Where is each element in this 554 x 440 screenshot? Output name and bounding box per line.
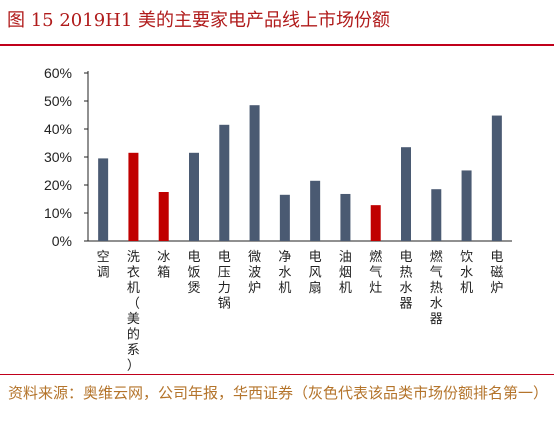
x-category-label: 燃气灶 — [369, 249, 382, 296]
bar — [461, 170, 472, 241]
x-category-label: 电压力锅 — [218, 250, 231, 312]
source-divider — [0, 374, 554, 375]
bar — [491, 115, 502, 241]
x-category-label: 燃气热水器 — [430, 249, 443, 327]
chart-bars — [98, 105, 502, 241]
y-tick-label: 10% — [44, 205, 72, 221]
y-tick-label: 20% — [44, 177, 72, 193]
x-category-label: 冰箱 — [157, 250, 170, 281]
x-category-label: 电饭煲 — [187, 250, 200, 296]
bar — [370, 205, 381, 241]
bar-chart: 0% 10% 20% 30% 40% 50% 60% 空调 洗衣机（美的系） 冰箱 电饭煲 电压力锅… — [44, 65, 512, 374]
x-category-label: 洗衣机（美的系） — [127, 250, 140, 374]
bar — [340, 193, 351, 241]
x-category-label: 净水机 — [278, 250, 291, 296]
bar — [279, 194, 290, 241]
y-tick-label: 60% — [44, 65, 72, 81]
bar — [310, 180, 321, 241]
x-category-label: 饮水机 — [460, 250, 473, 296]
bar — [128, 152, 139, 241]
x-axis-labels: 空调 洗衣机（美的系） 冰箱 电饭煲 电压力锅 微波炉 净水机 电风扇 油烟机 燃气灶 电热水器 燃气… — [97, 249, 504, 374]
y-axis-ticks: 0% 10% 20% 30% 40% 50% 60% — [44, 65, 88, 249]
bar — [189, 152, 199, 241]
bar — [98, 158, 109, 241]
x-category-label: 电风扇 — [309, 250, 322, 296]
x-category-label: 油烟机 — [339, 250, 352, 296]
y-tick-label: 50% — [44, 93, 72, 109]
y-tick-label: 40% — [44, 121, 72, 137]
bar — [401, 147, 411, 241]
bar — [249, 105, 260, 241]
x-category-label: 电热水器 — [399, 250, 412, 312]
title-divider — [0, 44, 554, 46]
figure-title: 图 15 2019H1 美的主要家电产品线上市场份额 — [7, 10, 391, 31]
y-tick-label: 0% — [52, 233, 72, 249]
source-note: 资料来源：奥维云网，公司年报，华西证券（灰色代表该品类市场份额排名第一） — [8, 384, 549, 402]
x-category-label: 空调 — [97, 250, 110, 281]
x-category-label: 微波炉 — [248, 250, 261, 296]
figure-header: 图 15 2019H1 美的主要家电产品线上市场份额 — [0, 0, 554, 40]
bar — [158, 192, 169, 241]
bar — [431, 189, 442, 241]
y-tick-label: 30% — [44, 149, 72, 165]
x-category-label: 电磁炉 — [490, 250, 503, 296]
bar — [219, 124, 230, 241]
chart-axes — [87, 71, 512, 242]
